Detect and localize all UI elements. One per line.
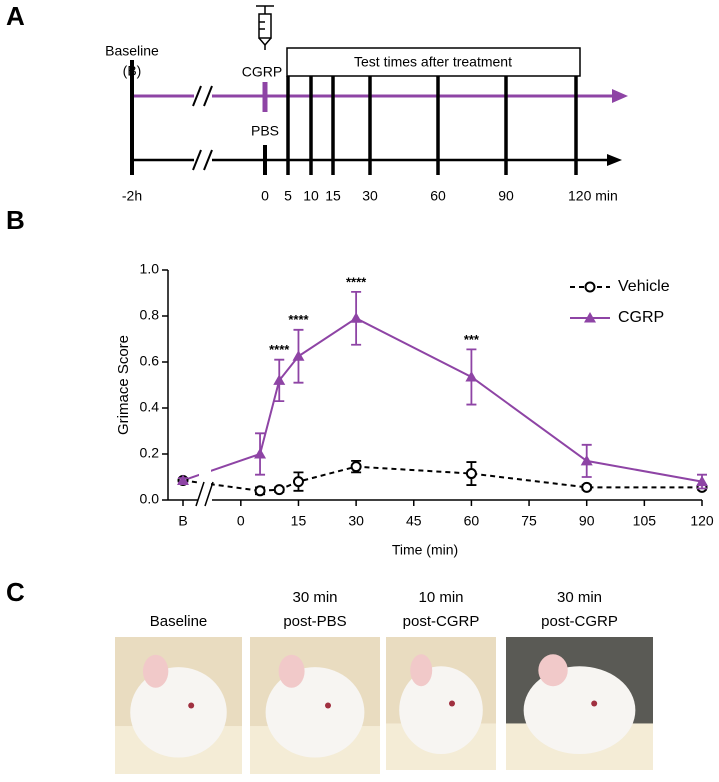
- eye: [449, 700, 455, 707]
- photo-caption: post-CGRP: [403, 613, 480, 630]
- break-mark: [192, 85, 213, 171]
- point: [696, 475, 708, 487]
- point: [177, 474, 189, 485]
- time-label: 5: [284, 188, 292, 204]
- photo-caption: 30 min: [292, 589, 337, 606]
- time-label: 90: [498, 188, 514, 204]
- ear: [278, 654, 305, 688]
- point: [350, 461, 362, 473]
- point: [350, 312, 363, 323]
- point: [292, 350, 305, 361]
- time-label: 120 min: [568, 188, 618, 204]
- photo-caption: 30 min: [557, 589, 602, 606]
- x-tick-label: 90: [579, 513, 595, 529]
- photo-caption: Baseline: [150, 613, 208, 630]
- timeline-label: PBS: [251, 123, 279, 139]
- x-tick-label: 0: [237, 513, 245, 529]
- timeline-label: Baseline: [105, 43, 159, 59]
- time-label: 15: [325, 188, 341, 204]
- series-line: [259, 317, 703, 483]
- time-label: 0: [261, 188, 269, 204]
- x-tick-label: 75: [521, 513, 537, 529]
- syringe-icon: [256, 5, 274, 50]
- panel-label: A: [6, 1, 25, 31]
- mouse: [130, 667, 227, 758]
- time-label: 60: [430, 188, 446, 204]
- time-label: 30: [362, 188, 378, 204]
- point: [292, 476, 304, 488]
- timeline-label: CGRP: [242, 64, 282, 80]
- timeline-label: (B): [123, 63, 142, 79]
- point: [580, 454, 593, 466]
- baseline-connector: [182, 479, 261, 492]
- legend-label: CGRP: [618, 309, 664, 326]
- box-label: Test times after treatment: [354, 54, 512, 70]
- point: [254, 485, 266, 497]
- significance: ***: [464, 332, 480, 347]
- y-tick-label: 0.4: [140, 399, 160, 415]
- panel-label: C: [6, 577, 25, 607]
- x-tick-label: 15: [291, 513, 307, 529]
- time-label: 10: [303, 188, 319, 204]
- point: [254, 448, 267, 459]
- point: [584, 312, 596, 323]
- test-box: [286, 47, 581, 77]
- photo-caption: 10 min: [418, 589, 463, 606]
- ear: [142, 654, 169, 688]
- arrow: [612, 89, 628, 103]
- y-tick-label: 0.0: [140, 491, 160, 507]
- x-tick-label: 60: [464, 513, 480, 529]
- point: [584, 281, 596, 293]
- mouse: [399, 666, 483, 755]
- mouse: [523, 666, 636, 755]
- time-label: -2h: [122, 188, 142, 204]
- x-tick-label: B: [178, 513, 187, 529]
- y-axis-label: Grimace Score: [115, 335, 132, 435]
- x-tick-label: 30: [348, 513, 364, 529]
- panel-label: B: [6, 205, 25, 235]
- legend-label: Vehicle: [618, 278, 670, 295]
- ear: [538, 654, 568, 687]
- eye: [188, 702, 195, 709]
- significance: ****: [288, 312, 309, 327]
- y-tick-label: 0.6: [140, 353, 160, 369]
- point: [465, 468, 477, 480]
- point: [273, 484, 285, 496]
- break-gap: [199, 450, 211, 506]
- significance: ****: [346, 274, 367, 289]
- eye: [325, 702, 331, 709]
- point: [273, 374, 286, 385]
- baseline-connector: [182, 453, 261, 482]
- arrow: [607, 154, 622, 166]
- y-tick-label: 0.2: [140, 445, 160, 461]
- photo-caption: post-CGRP: [541, 613, 618, 630]
- x-tick-label: 120: [690, 513, 714, 529]
- photo-caption: post-PBS: [283, 613, 346, 630]
- eye: [591, 700, 598, 707]
- y-tick-label: 0.8: [140, 307, 160, 323]
- significance: ****: [269, 342, 290, 357]
- x-axis-label: Time (min): [392, 542, 458, 558]
- mouse: [265, 667, 365, 758]
- x-tick-label: 105: [633, 513, 657, 529]
- point: [581, 481, 593, 493]
- point: [465, 370, 478, 382]
- y-tick-label: 1.0: [140, 261, 160, 277]
- axis-break: [195, 481, 214, 507]
- ear: [410, 654, 433, 687]
- x-tick-label: 45: [406, 513, 422, 529]
